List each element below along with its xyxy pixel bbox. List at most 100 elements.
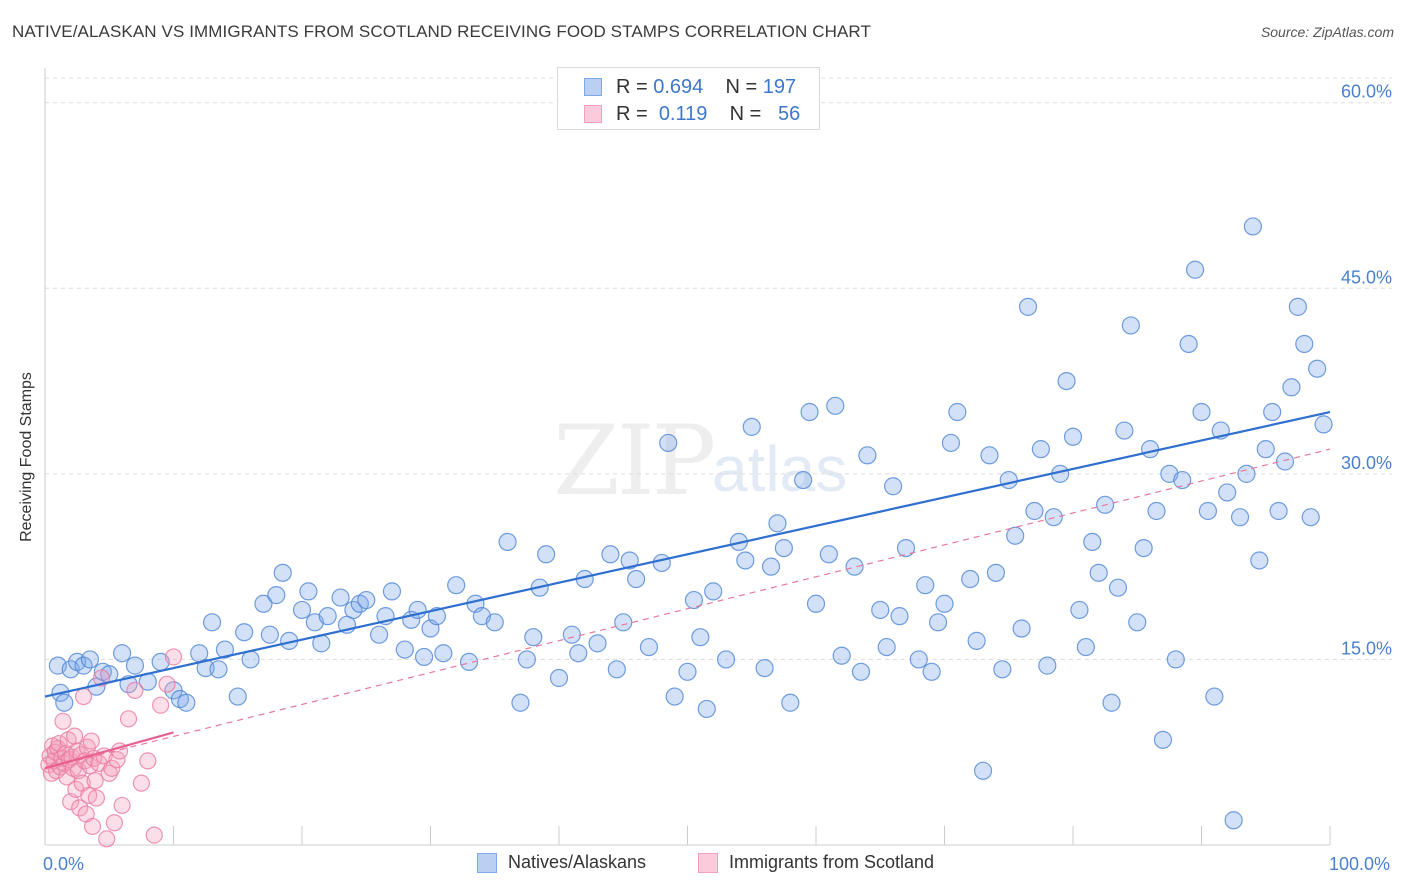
- point-natives: [999, 470, 1018, 490]
- point-natives: [299, 582, 318, 601]
- bottom-legend-label-natives: Natives/Alaskans: [508, 852, 647, 872]
- point-natives: [1031, 440, 1050, 459]
- y-axis-title: Receiving Food Stamps: [18, 372, 35, 542]
- point-natives: [973, 761, 993, 780]
- point-natives: [858, 446, 877, 465]
- point-natives: [826, 396, 845, 415]
- bottom-legend-swatch-scotland: [698, 853, 718, 873]
- legend-n-value: 56: [777, 103, 801, 125]
- point-scotland: [54, 712, 72, 730]
- point-natives: [716, 650, 736, 669]
- point-natives: [1102, 693, 1121, 712]
- point-natives: [909, 650, 928, 669]
- x-tick-label: 100.0%: [1329, 854, 1390, 874]
- point-natives: [916, 576, 935, 595]
- point-natives: [588, 634, 607, 653]
- point-natives: [537, 545, 556, 564]
- point-scotland: [92, 669, 111, 687]
- point-natives: [1185, 260, 1205, 279]
- point-natives: [209, 660, 228, 679]
- point-scotland: [83, 817, 102, 836]
- legend-r-value: 0.119: [658, 103, 708, 125]
- point-natives: [845, 557, 864, 576]
- legend-n-value: 197: [762, 76, 797, 98]
- point-natives: [819, 545, 838, 564]
- point-scotland: [50, 734, 68, 753]
- bottom-legend-label-scotland: Immigrants from Scotland: [729, 852, 935, 872]
- point-natives: [1018, 297, 1038, 316]
- watermark-zip: ZIP: [553, 405, 716, 517]
- point-scotland: [139, 752, 157, 770]
- point-scotland: [103, 759, 121, 777]
- point-natives: [639, 637, 659, 657]
- point-natives: [614, 613, 633, 632]
- point-natives: [742, 417, 761, 436]
- point-natives: [697, 699, 716, 719]
- point-natives: [678, 662, 697, 681]
- point-natives: [235, 623, 254, 642]
- legend-n-label: N =: [725, 76, 758, 98]
- point-scotland: [113, 796, 131, 815]
- point-natives: [1205, 687, 1224, 706]
- point-natives: [498, 532, 517, 552]
- point-natives: [1263, 402, 1282, 422]
- point-natives: [704, 582, 723, 601]
- point-natives: [806, 594, 826, 613]
- point-natives: [267, 586, 286, 605]
- point-natives: [890, 607, 909, 626]
- point-natives: [1038, 656, 1057, 675]
- x-tick-label: 0.0%: [43, 854, 84, 874]
- point-natives: [832, 646, 851, 665]
- point-scotland: [158, 675, 176, 693]
- point-natives: [800, 402, 819, 422]
- point-natives: [1166, 650, 1185, 669]
- point-natives: [80, 650, 100, 669]
- point-natives: [993, 660, 1012, 679]
- point-natives: [1250, 551, 1269, 570]
- point-natives: [331, 588, 350, 607]
- point-natives: [1115, 421, 1134, 440]
- point-natives: [569, 644, 588, 663]
- point-natives: [1218, 483, 1237, 502]
- point-natives: [1243, 217, 1263, 236]
- point-natives: [665, 687, 684, 706]
- point-natives: [202, 613, 222, 632]
- point-natives: [774, 538, 793, 558]
- point-natives: [1121, 316, 1140, 335]
- point-scotland: [98, 830, 116, 848]
- point-scotland: [105, 814, 123, 832]
- point-natives: [684, 590, 704, 610]
- point-natives: [1192, 402, 1211, 422]
- trendline-scotland: [44, 731, 174, 770]
- point-scotland: [119, 710, 138, 728]
- point-natives: [517, 650, 536, 669]
- point-natives: [967, 631, 986, 650]
- point-natives: [1269, 501, 1288, 521]
- point-natives: [292, 600, 312, 620]
- point-natives: [511, 693, 530, 712]
- point-natives: [112, 644, 132, 663]
- point-natives: [1063, 427, 1083, 446]
- point-natives: [922, 662, 941, 681]
- point-natives: [659, 433, 678, 453]
- legend-n-label: N =: [729, 103, 762, 125]
- point-scotland: [100, 764, 118, 782]
- point-natives: [1134, 538, 1153, 558]
- point-natives: [228, 687, 247, 706]
- legend-r-value: 0.694: [653, 76, 704, 98]
- point-natives: [427, 607, 447, 626]
- point-natives: [1295, 334, 1314, 354]
- point-natives: [980, 446, 999, 465]
- stats-legend: R = 0.694 N = 197 R = 0.119 N = 56: [557, 67, 820, 130]
- point-natives: [986, 563, 1006, 582]
- point-natives: [1147, 501, 1166, 521]
- point-natives: [1198, 501, 1218, 521]
- point-natives: [177, 693, 196, 712]
- point-natives: [1153, 730, 1173, 749]
- watermark-atlas: atlas: [712, 433, 848, 505]
- y-tick-label: 30.0%: [1341, 453, 1392, 473]
- point-natives: [260, 625, 279, 644]
- point-natives: [691, 628, 710, 647]
- point-natives: [1140, 440, 1160, 459]
